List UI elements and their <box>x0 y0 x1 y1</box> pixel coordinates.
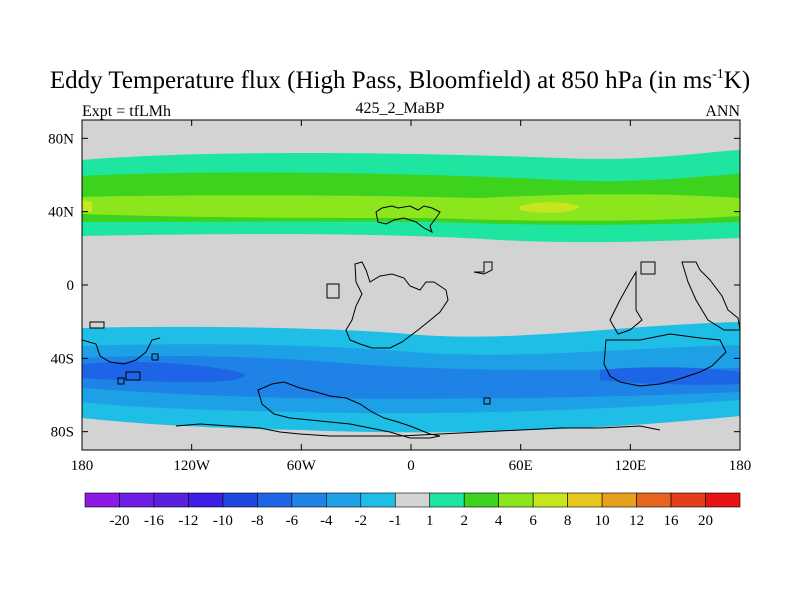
colorbar-label: 12 <box>629 513 644 529</box>
colorbar-swatch <box>222 492 258 508</box>
colorbar-swatch <box>188 492 224 508</box>
colorbar-swatch <box>636 492 672 508</box>
colorbar-label: -6 <box>286 513 299 529</box>
y-tick-label: 0 <box>67 278 75 294</box>
colorbar-label: 6 <box>529 513 537 529</box>
colorbar-label: 16 <box>664 513 680 529</box>
x-tick-label: 120E <box>614 458 646 474</box>
colorbar-label: -4 <box>320 513 333 529</box>
colorbar-swatch <box>463 492 499 508</box>
colorbar-swatch <box>567 492 603 508</box>
x-tick-label: 60W <box>287 458 317 474</box>
colorbar: -20 -16 -12 -10 -8 -6 -4 -2 -1 1 2 4 6 8 10 12 16 20 <box>84 492 741 529</box>
colorbar-swatch <box>498 492 534 508</box>
y-tick-label: 80S <box>51 425 74 441</box>
chart-title-end: K) <box>723 67 751 94</box>
sh-band-4 <box>82 355 740 399</box>
colorbar-swatch <box>705 492 741 508</box>
season-label: ANN <box>705 103 740 120</box>
sh-band-6 <box>82 362 245 382</box>
colorbar-label: 10 <box>595 513 610 529</box>
colorbar-swatch <box>429 492 465 508</box>
y-tick-label: 80N <box>48 131 74 147</box>
colorbar-label: 20 <box>698 513 713 529</box>
x-tick-label: 180 <box>729 458 752 474</box>
colorbar-label: 1 <box>426 513 434 529</box>
coast-pacific-islands <box>681 261 740 331</box>
coast-sea-asia <box>609 270 643 335</box>
colorbar-swatch <box>394 492 431 508</box>
chart-title-main: Eddy Temperature flux (High Pass, Bloomf… <box>49 67 713 94</box>
coastlines <box>82 205 740 439</box>
colorbar-label: -2 <box>355 513 368 529</box>
x-tick-label: 60E <box>509 458 533 474</box>
coast-arabia <box>473 261 493 275</box>
run-label: 425_2_MaBP <box>355 100 445 117</box>
chart-title: Eddy Temperature flux (High Pass, Bloomf… <box>0 66 800 96</box>
colorbar-swatch <box>119 492 155 508</box>
colorbar-label: 4 <box>495 513 503 529</box>
colorbar-swatch <box>532 492 568 508</box>
coast-island-1 <box>326 283 340 299</box>
colorbar-label: -16 <box>144 513 164 529</box>
nh-band-4 <box>82 194 740 221</box>
experiment-label: Expt = tfLMh <box>82 103 172 120</box>
colorbar-label: -12 <box>178 513 198 529</box>
coast-antarctic-edge <box>175 423 661 437</box>
contour-field <box>82 120 740 450</box>
colorbar-swatch <box>291 492 327 508</box>
colorbar-label: 8 <box>564 513 572 529</box>
chart-title-sup: -1 <box>712 67 724 82</box>
coast-africa <box>345 261 449 349</box>
colorbar-label: -8 <box>251 513 264 529</box>
colorbar-swatch <box>601 492 637 508</box>
coast-australia <box>603 333 727 387</box>
colorbar-swatch <box>84 492 120 508</box>
coast-west-coast <box>82 337 161 365</box>
colorbar-label: 2 <box>460 513 468 529</box>
coast-island-2 <box>640 261 656 275</box>
nh-band-6 <box>520 202 580 213</box>
coast-small-islands <box>89 321 491 405</box>
axes: 180 120W 60W 0 60E 120E 180 80N 40N 0 40S 80S <box>48 120 751 474</box>
coast-europe-asia <box>375 205 441 233</box>
colorbar-swatch <box>153 492 189 508</box>
colorbar-label: -1 <box>389 513 402 529</box>
x-tick-label: 120W <box>173 458 211 474</box>
colorbar-swatch <box>257 492 293 508</box>
x-tick-label: 180 <box>71 458 94 474</box>
colorbar-swatch <box>360 492 396 508</box>
sh-band-6b <box>600 367 740 385</box>
colorbar-swatch <box>326 492 362 508</box>
colorbar-swatch <box>670 492 706 508</box>
y-tick-label: 40N <box>48 205 74 221</box>
x-tick-label: 0 <box>407 458 415 474</box>
colorbar-label: -10 <box>213 513 233 529</box>
colorbar-label: -20 <box>109 513 129 529</box>
y-tick-label: 40S <box>51 351 74 367</box>
coast-south-america <box>257 381 441 439</box>
nh-band-6b <box>82 200 92 212</box>
